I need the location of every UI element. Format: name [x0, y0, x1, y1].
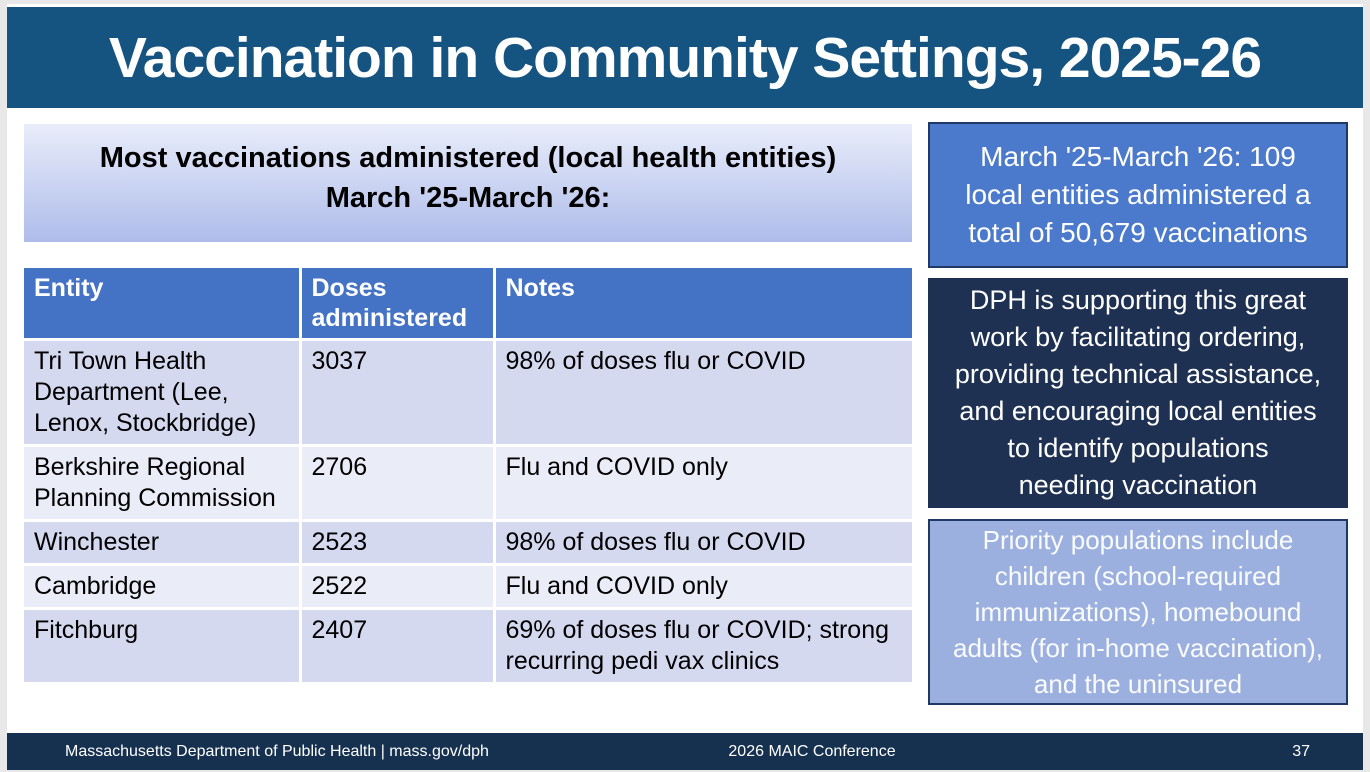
footer-bar: Massachusetts Department of Public Healt… — [7, 733, 1363, 770]
subtitle-box: Most vaccinations administered (local he… — [24, 124, 912, 242]
table-cell-entity: Tri Town Health Department (Lee, Lenox, … — [24, 338, 302, 447]
column-header-notes: Notes — [492, 268, 912, 341]
callout-dph-support-text: DPH is supporting this great work by fac… — [954, 285, 1322, 500]
table-cell-doses: 2706 — [298, 444, 496, 522]
table-cell-entity: Berkshire Regional Planning Commission — [24, 444, 302, 522]
table-body: Tri Town Health Department (Lee, Lenox, … — [24, 338, 912, 682]
table-cell-entity: Winchester — [24, 519, 302, 566]
callout-priority-populations-text: Priority populations include children (s… — [953, 525, 1323, 699]
vaccination-table: Entity Doses administered Notes Tri Town… — [24, 268, 912, 682]
table-cell-entity: Cambridge — [24, 563, 302, 610]
footer-org-text: Massachusetts Department of Public Healt… — [65, 742, 489, 760]
table-cell-doses: 3037 — [298, 338, 496, 447]
table-cell-doses: 2523 — [298, 519, 496, 566]
table-cell-notes: Flu and COVID only — [492, 563, 912, 610]
title-bar: Vaccination in Community Settings, 2025-… — [7, 7, 1363, 108]
table-row: Tri Town Health Department (Lee, Lenox, … — [24, 338, 912, 447]
table-cell-notes: 69% of doses flu or COVID; strong recurr… — [492, 607, 912, 682]
footer-conference-text: 2026 MAIC Conference — [728, 742, 896, 760]
column-header-entity: Entity — [24, 268, 302, 341]
table-cell-entity: Fitchburg — [24, 607, 302, 682]
table-row: Berkshire Regional Planning Commission 27… — [24, 444, 912, 522]
subtitle-text: Most vaccinations administered (local he… — [99, 142, 837, 214]
callout-priority-populations: Priority populations include children (s… — [928, 519, 1348, 705]
table-cell-doses: 2407 — [298, 607, 496, 682]
slide: Vaccination in Community Settings, 2025-… — [7, 4, 1363, 770]
table-cell-notes: 98% of doses flu or COVID — [492, 338, 912, 447]
column-header-doses: Doses administered — [298, 268, 496, 341]
table-row: Winchester 2523 98% of doses flu or COVID — [24, 519, 912, 566]
table-row: Cambridge 2522 Flu and COVID only — [24, 563, 912, 610]
table-cell-notes: 98% of doses flu or COVID — [492, 519, 912, 566]
callout-summary-text: March '25-March '26: 109 local entities … — [965, 141, 1311, 248]
callout-summary-totals: March '25-March '26: 109 local entities … — [928, 122, 1348, 268]
slide-title: Vaccination in Community Settings, 2025-… — [108, 25, 1262, 90]
footer-page-number: 37 — [1292, 742, 1310, 760]
table-cell-notes: Flu and COVID only — [492, 444, 912, 522]
callout-dph-support: DPH is supporting this great work by fac… — [928, 278, 1348, 508]
table-header-row: Entity Doses administered Notes — [24, 268, 912, 341]
table-cell-doses: 2522 — [298, 563, 496, 610]
table-row: Fitchburg 2407 69% of doses flu or COVID; … — [24, 607, 912, 682]
